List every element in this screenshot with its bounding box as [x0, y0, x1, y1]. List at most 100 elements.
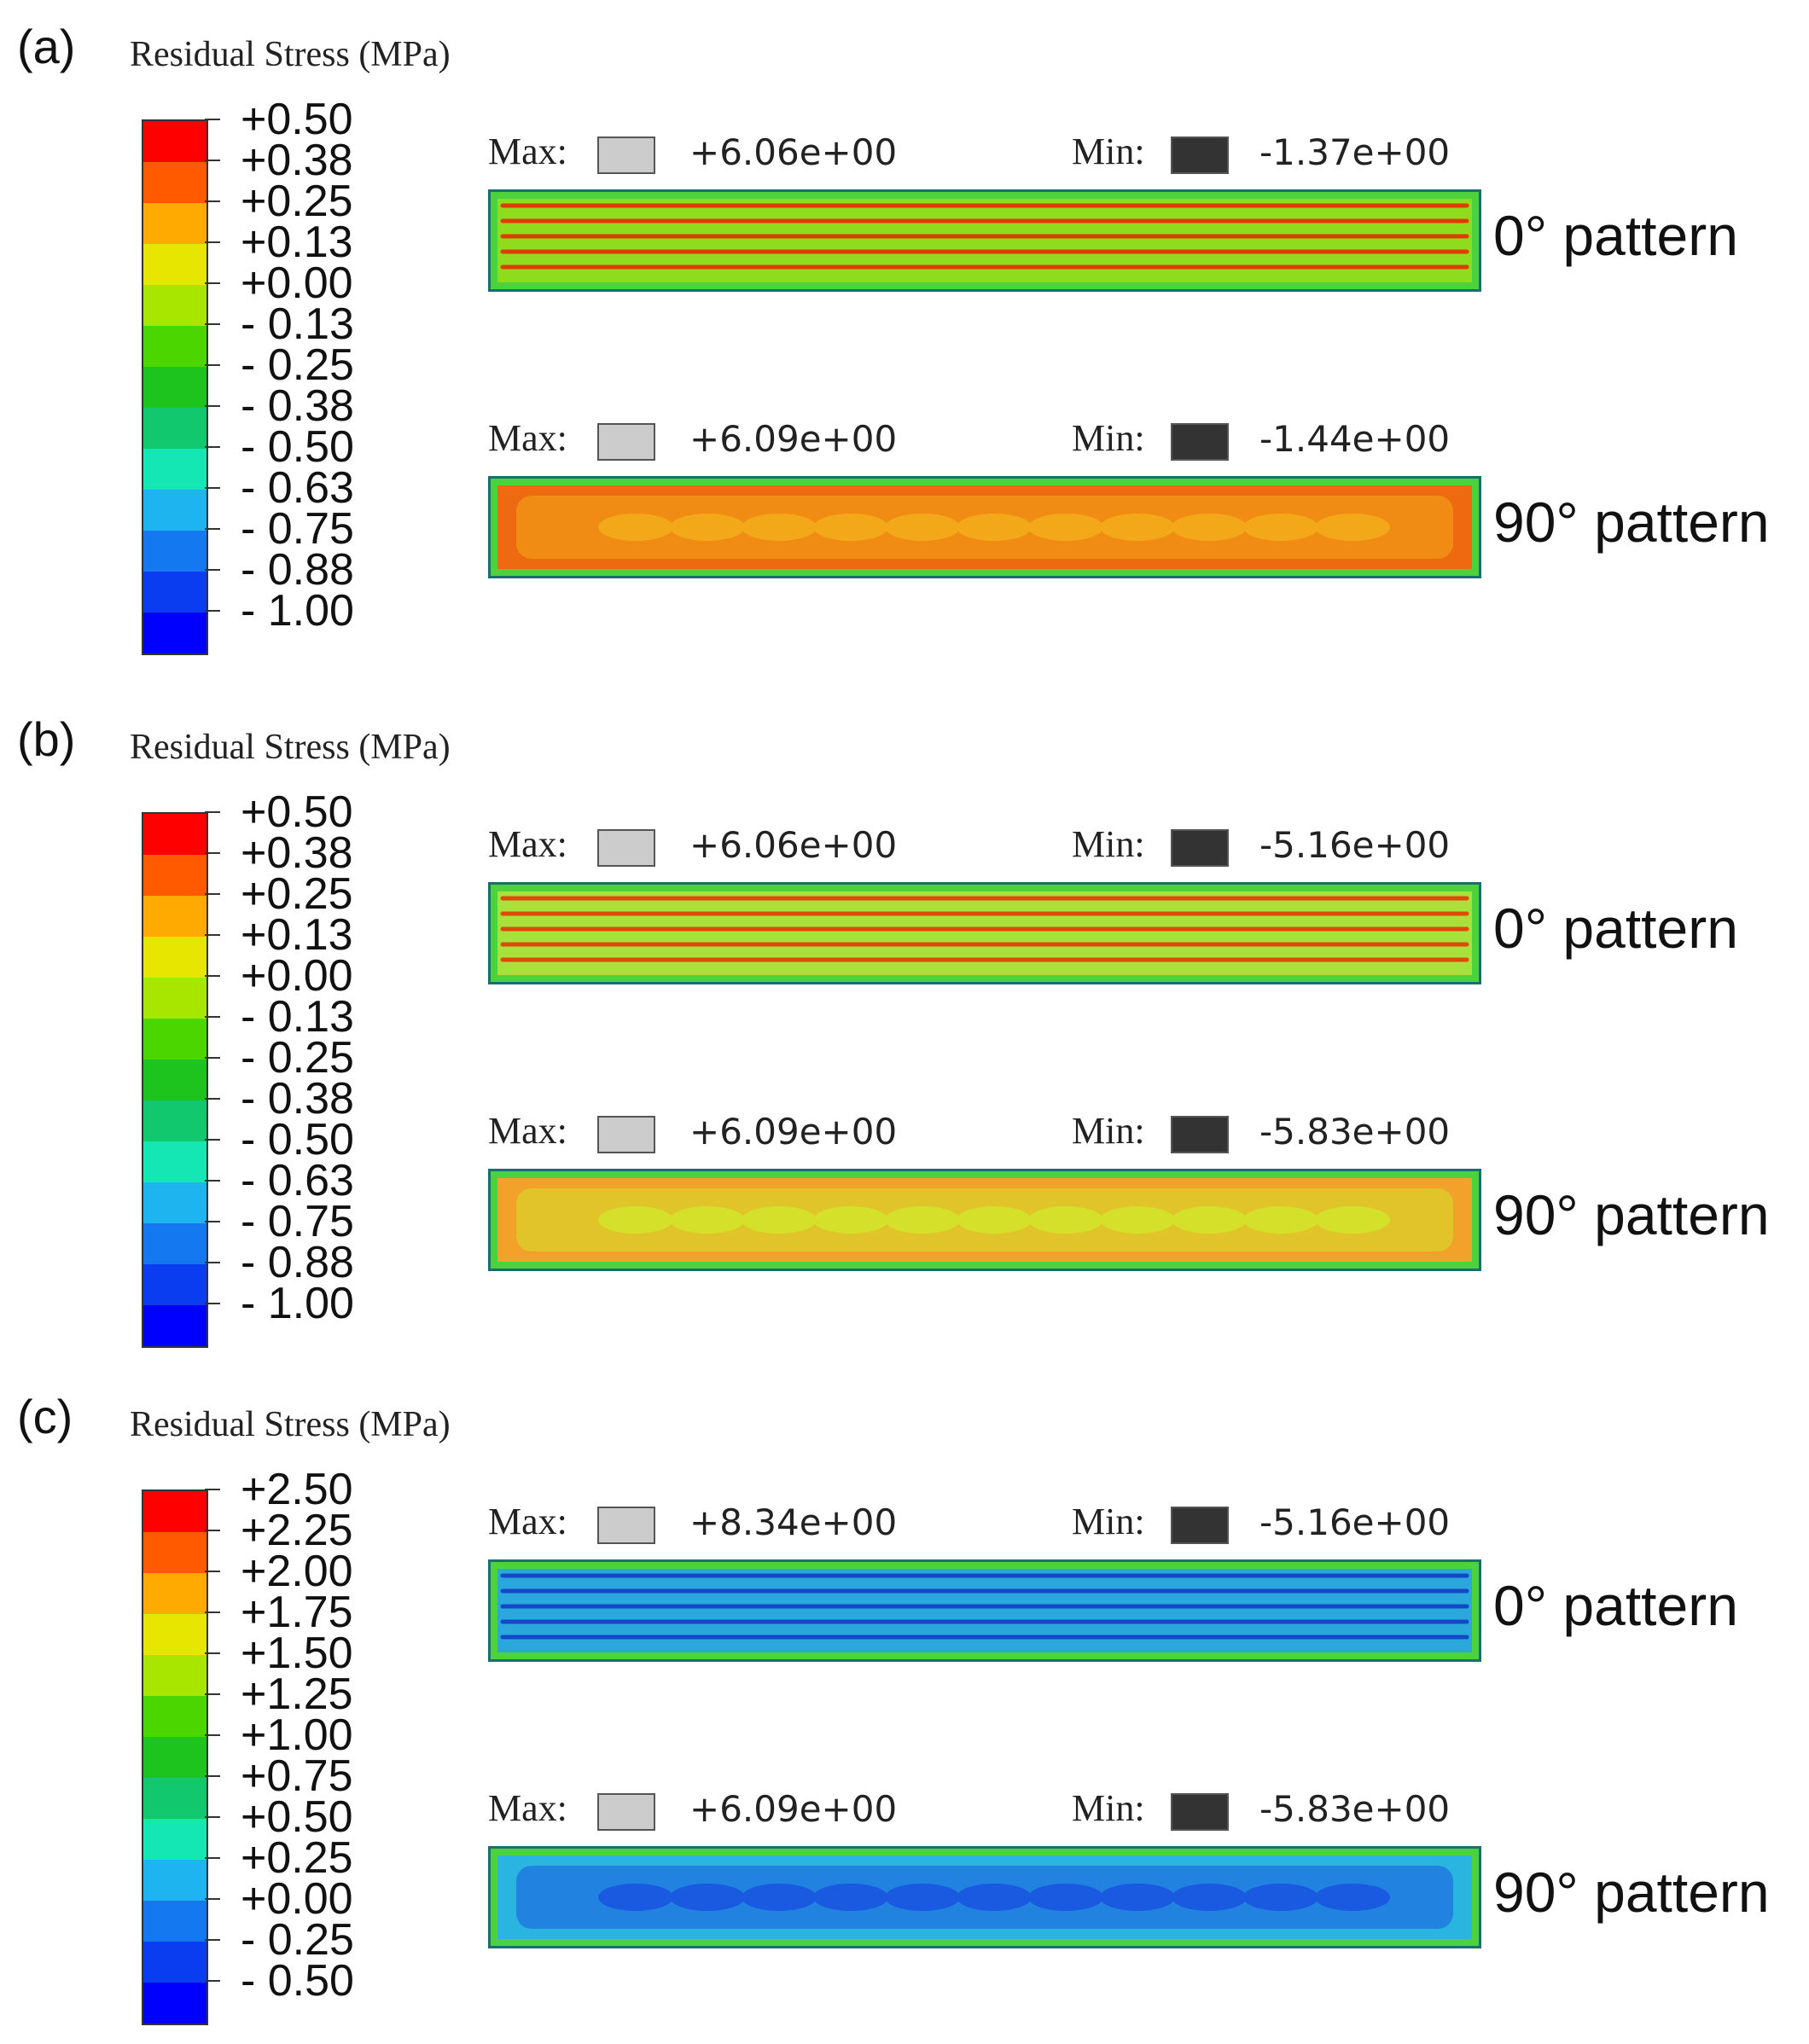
min-swatch: [1171, 1507, 1229, 1544]
colorbar-tick-label: - 1.00: [241, 1279, 354, 1328]
contour-fill: [491, 1562, 1479, 1659]
max-swatch: [597, 829, 655, 867]
colorbar-segment: [143, 814, 206, 855]
contour-edge: [491, 479, 1479, 576]
contour-blob: [670, 1206, 745, 1234]
contour-edge: [491, 885, 1479, 982]
max-swatch: [597, 1116, 655, 1153]
contour-blob: [598, 1206, 673, 1234]
colorbar-segment: [143, 1737, 206, 1778]
pattern-label: 0° pattern: [1493, 897, 1738, 960]
colorbar-tick: [205, 487, 220, 489]
max-value: +6.09e+00: [689, 1788, 898, 1830]
colorbar-tick: [205, 1693, 220, 1695]
contour-fill: [491, 885, 1479, 982]
contour-blob: [885, 1206, 960, 1234]
pattern-label: 0° pattern: [1493, 1574, 1738, 1637]
colorbar-tick-label: +0.00: [241, 258, 353, 308]
max-label: Max:: [488, 823, 567, 865]
stress-contour-strip: [488, 189, 1481, 292]
colorbar-segment: [143, 978, 206, 1019]
contour-blob: [598, 1884, 673, 1911]
colorbar-tick: [205, 1775, 220, 1777]
contour-blob: [1100, 1884, 1175, 1911]
colorbar-segment: [143, 1532, 206, 1573]
contour-blob: [813, 514, 888, 541]
colorbar-tick-label: - 0.75: [241, 1197, 354, 1246]
max-value: +6.06e+00: [689, 824, 898, 866]
colorbar-segment: [143, 1614, 206, 1655]
colorbar-segment: [143, 1305, 206, 1346]
min-value: -1.44e+00: [1259, 418, 1451, 460]
colorbar-tick: [205, 364, 220, 366]
colorbar-tick: [205, 405, 220, 407]
contour-blob: [742, 1206, 817, 1234]
contour-blob: [1315, 1206, 1390, 1234]
min-value: -5.83e+00: [1259, 1111, 1451, 1153]
max-label: Max:: [488, 417, 567, 459]
colorbar-tick: [205, 569, 220, 571]
contour-blob: [1243, 1206, 1318, 1234]
min-swatch: [1171, 136, 1229, 174]
min-label: Min:: [1072, 1787, 1145, 1829]
colorbar-tick: [205, 811, 220, 813]
colorbar-tick: [205, 282, 220, 284]
min-label: Min:: [1072, 1110, 1145, 1152]
colorbar-tick-label: - 0.25: [241, 1033, 354, 1083]
max-label: Max:: [488, 131, 567, 172]
colorbar-segment: [143, 1696, 206, 1737]
max-value: +8.34e+00: [689, 1501, 898, 1543]
colorbar-segment: [143, 1223, 206, 1264]
legend-title: Residual Stress (MPa): [130, 35, 451, 74]
colorbar-tick: [205, 1611, 220, 1613]
colorbar-segment: [143, 1060, 206, 1100]
min-value: -1.37e+00: [1259, 131, 1451, 173]
min-swatch: [1171, 829, 1229, 867]
colorbar-tick: [205, 1530, 220, 1531]
colorbar-tick-label: - 0.38: [241, 381, 354, 431]
contour-edge: [491, 1562, 1479, 1659]
contour-edge: [491, 1171, 1479, 1269]
colorbar-tick: [205, 119, 220, 120]
min-value: -5.83e+00: [1259, 1788, 1451, 1830]
colorbar-tick: [205, 1221, 220, 1222]
panel-label: (b): [17, 712, 76, 766]
contour-blob: [957, 1884, 1032, 1911]
colorbar-tick: [205, 1857, 220, 1859]
colorbar-tick-label: +0.50: [241, 1792, 353, 1842]
colorbar-tick-label: +0.25: [241, 869, 353, 919]
panel-label: (c): [17, 1390, 73, 1443]
colorbar-segment: [143, 937, 206, 978]
min-label: Min:: [1072, 823, 1145, 865]
colorbar-tick-label: - 0.13: [241, 992, 354, 1042]
colorbar-segment: [143, 408, 206, 449]
max-swatch: [597, 1507, 655, 1544]
max-swatch: [597, 136, 655, 174]
colorbar-tick-label: - 0.50: [241, 422, 354, 472]
colorbar-tick-label: +0.25: [241, 1833, 353, 1883]
colorbar-tick: [205, 893, 220, 895]
colorbar-tick: [205, 1898, 220, 1900]
colorbar-tick-label: +1.75: [241, 1588, 353, 1637]
colorbar-segment: [143, 1778, 206, 1819]
colorbar-tick-label: +0.50: [241, 95, 353, 144]
colorbar: [142, 119, 208, 655]
colorbar-tick-label: - 0.63: [241, 463, 354, 513]
colorbar-segment: [143, 896, 206, 937]
colorbar-tick-label: - 0.50: [241, 1956, 354, 2006]
colorbar-tick: [205, 1139, 220, 1141]
colorbar-tick: [205, 1939, 220, 1941]
contour-plot: [491, 192, 1479, 289]
colorbar-tick: [205, 610, 220, 612]
contour-plot: [491, 1562, 1479, 1659]
colorbar-segment: [143, 203, 206, 244]
colorbar-segment: [143, 490, 206, 531]
colorbar-tick-label: - 0.50: [241, 1115, 354, 1164]
contour-edge: [491, 192, 1479, 289]
panel-a: (a) Residual Stress (MPa) +0.50 +0.38 +0.25 +…: [0, 0, 1809, 674]
min-swatch: [1171, 1116, 1229, 1153]
contour-blob: [957, 1206, 1032, 1234]
contour-blob: [813, 1884, 888, 1911]
contour-blob: [1172, 1206, 1247, 1234]
min-swatch: [1171, 1793, 1229, 1831]
